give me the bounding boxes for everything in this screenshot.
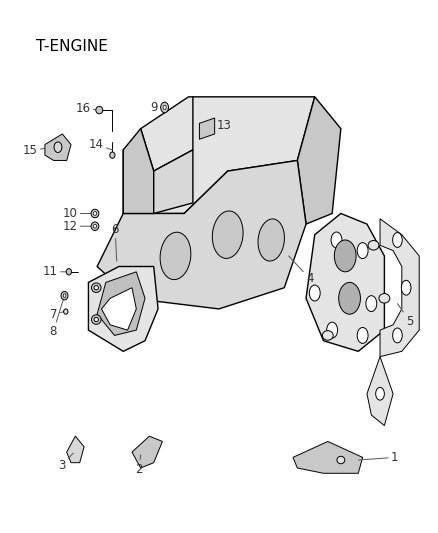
Polygon shape bbox=[367, 357, 393, 425]
Ellipse shape bbox=[357, 327, 368, 343]
Polygon shape bbox=[132, 436, 162, 468]
Ellipse shape bbox=[309, 285, 320, 301]
Ellipse shape bbox=[61, 292, 68, 300]
Polygon shape bbox=[380, 219, 419, 357]
Polygon shape bbox=[88, 266, 158, 351]
Polygon shape bbox=[141, 97, 193, 171]
Ellipse shape bbox=[334, 240, 356, 272]
Ellipse shape bbox=[91, 209, 99, 217]
Ellipse shape bbox=[92, 283, 101, 293]
Ellipse shape bbox=[212, 211, 243, 259]
Polygon shape bbox=[67, 436, 84, 463]
Ellipse shape bbox=[92, 315, 101, 324]
Ellipse shape bbox=[66, 269, 71, 275]
Text: 4: 4 bbox=[289, 256, 314, 285]
Text: 11: 11 bbox=[43, 265, 69, 278]
Ellipse shape bbox=[327, 322, 338, 338]
Ellipse shape bbox=[376, 387, 385, 400]
Ellipse shape bbox=[392, 328, 402, 343]
Text: T-ENGINE: T-ENGINE bbox=[36, 38, 108, 53]
Ellipse shape bbox=[94, 317, 99, 321]
Ellipse shape bbox=[94, 286, 99, 290]
Polygon shape bbox=[45, 134, 71, 160]
Text: 15: 15 bbox=[23, 144, 51, 157]
Ellipse shape bbox=[163, 106, 166, 110]
Ellipse shape bbox=[392, 232, 402, 247]
Ellipse shape bbox=[379, 294, 390, 303]
Ellipse shape bbox=[96, 107, 103, 114]
Polygon shape bbox=[154, 150, 193, 214]
Ellipse shape bbox=[54, 142, 62, 152]
Ellipse shape bbox=[368, 240, 379, 250]
Ellipse shape bbox=[161, 102, 169, 113]
Ellipse shape bbox=[357, 243, 368, 259]
Polygon shape bbox=[102, 288, 136, 330]
Ellipse shape bbox=[93, 224, 97, 228]
Ellipse shape bbox=[322, 330, 333, 340]
Text: 5: 5 bbox=[397, 304, 413, 328]
Text: 9: 9 bbox=[151, 101, 165, 114]
Text: 13: 13 bbox=[208, 119, 232, 133]
Ellipse shape bbox=[64, 309, 68, 314]
Ellipse shape bbox=[91, 222, 99, 230]
Text: 6: 6 bbox=[111, 223, 119, 261]
Ellipse shape bbox=[63, 294, 66, 297]
Ellipse shape bbox=[331, 232, 342, 248]
Polygon shape bbox=[123, 97, 315, 214]
Text: 16: 16 bbox=[76, 102, 99, 115]
Ellipse shape bbox=[366, 296, 377, 312]
Polygon shape bbox=[297, 97, 341, 224]
Polygon shape bbox=[199, 118, 215, 139]
Polygon shape bbox=[123, 128, 154, 214]
Text: 2: 2 bbox=[135, 455, 143, 475]
Text: 14: 14 bbox=[88, 138, 113, 151]
Text: 3: 3 bbox=[58, 453, 73, 472]
Text: 12: 12 bbox=[63, 220, 95, 233]
Text: 1: 1 bbox=[358, 451, 399, 464]
Ellipse shape bbox=[337, 456, 345, 464]
Ellipse shape bbox=[401, 280, 411, 295]
Ellipse shape bbox=[339, 282, 360, 314]
Text: 8: 8 bbox=[50, 296, 64, 338]
Polygon shape bbox=[97, 160, 306, 309]
Ellipse shape bbox=[110, 152, 115, 158]
Ellipse shape bbox=[160, 232, 191, 280]
Polygon shape bbox=[306, 214, 385, 351]
Polygon shape bbox=[97, 272, 145, 335]
Text: 10: 10 bbox=[63, 207, 95, 220]
Ellipse shape bbox=[258, 219, 284, 261]
Polygon shape bbox=[293, 441, 363, 473]
Text: 7: 7 bbox=[49, 308, 64, 321]
Ellipse shape bbox=[93, 212, 97, 215]
